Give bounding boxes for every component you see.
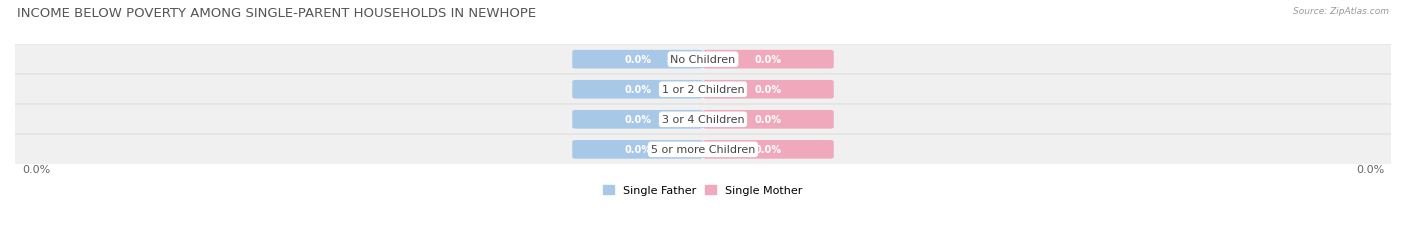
Text: 0.0%: 0.0% [755, 115, 782, 125]
Legend: Single Father, Single Mother: Single Father, Single Mother [600, 183, 806, 198]
Text: 0.0%: 0.0% [755, 55, 782, 65]
FancyBboxPatch shape [703, 81, 834, 99]
Text: 0.0%: 0.0% [624, 115, 651, 125]
Text: 0.0%: 0.0% [624, 145, 651, 155]
Text: 0.0%: 0.0% [624, 55, 651, 65]
FancyBboxPatch shape [703, 140, 834, 159]
Text: 3 or 4 Children: 3 or 4 Children [662, 115, 744, 125]
FancyBboxPatch shape [703, 110, 834, 129]
Text: 0.0%: 0.0% [22, 165, 51, 175]
Text: 5 or more Children: 5 or more Children [651, 145, 755, 155]
Text: No Children: No Children [671, 55, 735, 65]
Text: 0.0%: 0.0% [1355, 165, 1384, 175]
FancyBboxPatch shape [8, 134, 1398, 165]
FancyBboxPatch shape [572, 140, 703, 159]
Text: 1 or 2 Children: 1 or 2 Children [662, 85, 744, 95]
FancyBboxPatch shape [8, 75, 1398, 105]
FancyBboxPatch shape [703, 51, 834, 69]
FancyBboxPatch shape [572, 110, 703, 129]
Text: Source: ZipAtlas.com: Source: ZipAtlas.com [1294, 7, 1389, 16]
FancyBboxPatch shape [8, 104, 1398, 135]
Text: 0.0%: 0.0% [755, 145, 782, 155]
FancyBboxPatch shape [572, 51, 703, 69]
Text: INCOME BELOW POVERTY AMONG SINGLE-PARENT HOUSEHOLDS IN NEWHOPE: INCOME BELOW POVERTY AMONG SINGLE-PARENT… [17, 7, 536, 20]
Text: 0.0%: 0.0% [624, 85, 651, 95]
Text: 0.0%: 0.0% [755, 85, 782, 95]
FancyBboxPatch shape [572, 81, 703, 99]
FancyBboxPatch shape [8, 45, 1398, 75]
